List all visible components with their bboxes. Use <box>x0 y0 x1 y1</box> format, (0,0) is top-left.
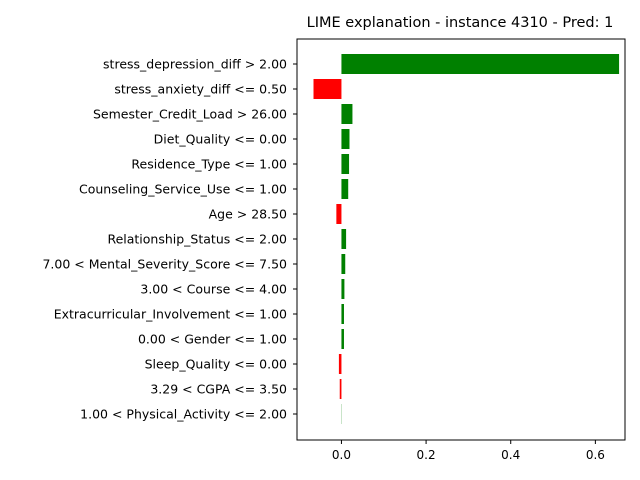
bar <box>341 304 344 324</box>
bar <box>339 379 342 399</box>
y-tick-label: 7.00 < Mental_Severity_Score <= 7.50 <box>42 257 287 272</box>
bar <box>341 229 347 249</box>
y-tick-label: stress_anxiety_diff <= 0.50 <box>114 82 287 97</box>
bar <box>341 254 346 274</box>
bar <box>341 54 620 74</box>
y-tick-label: Diet_Quality <= 0.00 <box>154 132 287 147</box>
y-tick-label: Residence_Type <= 1.00 <box>131 157 287 172</box>
x-tick-label: 0.2 <box>417 448 436 462</box>
plot-frame <box>296 38 626 441</box>
chart-title: LIME explanation - instance 4310 - Pred:… <box>307 15 614 31</box>
bar <box>341 329 344 349</box>
y-tick-label: 3.00 < Course <= 4.00 <box>140 282 287 297</box>
y-tick-labels: stress_depression_diff > 2.00 stress_anxi… <box>42 57 297 422</box>
x-axis: 0.0 0.2 0.4 0.6 <box>332 440 605 462</box>
y-tick-label: 0.00 < Gender <= 1.00 <box>138 332 287 347</box>
y-tick-label: 1.00 < Physical_Activity <= 2.00 <box>80 407 287 422</box>
bar <box>341 279 345 299</box>
bar <box>338 354 342 374</box>
bar <box>313 79 342 99</box>
y-tick-label: Relationship_Status <= 2.00 <box>107 232 287 247</box>
y-tick-label: Counseling_Service_Use <= 1.00 <box>79 182 287 197</box>
y-tick-label: Semester_Credit_Load > 26.00 <box>93 107 287 122</box>
y-tick-label: stress_depression_diff > 2.00 <box>103 57 287 72</box>
y-tick-label: Age > 28.50 <box>209 207 287 222</box>
bar <box>341 129 350 149</box>
x-tick-label: 0.4 <box>501 448 520 462</box>
x-tick-label: 0.0 <box>332 448 351 462</box>
bars-group <box>313 54 620 424</box>
bar <box>341 154 350 174</box>
y-tick-label: Extracurricular_Involvement <= 1.00 <box>54 307 287 322</box>
x-tick-label: 0.6 <box>586 448 605 462</box>
bar <box>341 104 353 124</box>
bar <box>336 204 342 224</box>
y-tick-label: Sleep_Quality <= 0.00 <box>145 357 287 372</box>
y-tick-label: 3.29 < CGPA <= 3.50 <box>150 382 287 397</box>
bar <box>341 179 349 199</box>
